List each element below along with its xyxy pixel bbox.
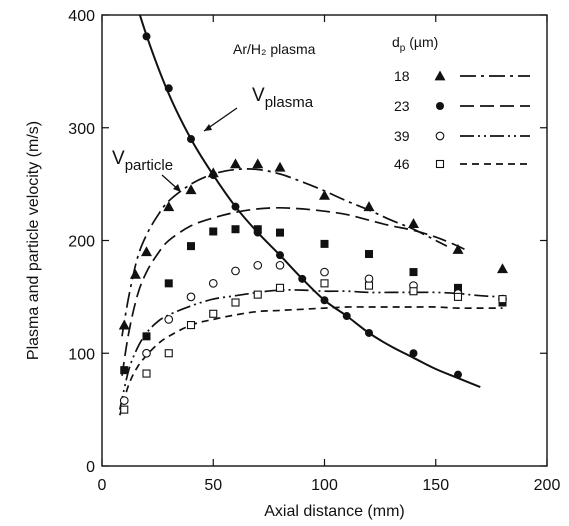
legend-marker-23 [436,102,444,110]
x-tick-label: 50 [204,477,222,494]
legend-marker-46 [435,159,445,169]
series-point-23 [187,242,195,251]
series-point-46 [231,298,240,307]
series-point-39 [208,278,218,288]
series-point-18 [274,161,286,172]
series-point-23 [209,227,218,236]
plasma-annotation: Vplasma [252,85,314,111]
series-point-39 [164,315,174,324]
series-point-46 [409,287,418,296]
annotation-arrows [161,107,238,193]
data-points [118,32,508,414]
legend-label-39: 39 [394,128,410,144]
curves [118,15,503,416]
plasma-point [365,328,373,337]
legend-label-18: 18 [394,68,410,84]
x-tick-label: 0 [98,477,107,494]
series-point-39 [364,274,374,284]
series-point-46 [275,283,285,292]
series-point-18 [185,184,197,195]
series-point-23 [409,268,418,277]
series-point-46 [120,405,129,414]
series-point-39 [231,266,240,276]
series-point-46 [142,369,151,378]
series-point-18 [207,167,219,178]
y-tick-label: 300 [68,121,95,138]
y-tick-label: 100 [68,346,95,363]
series-curve-23 [121,206,470,376]
y-tick-label: 400 [68,8,95,25]
plasma-point [342,312,351,321]
series-point-23 [253,225,262,234]
series-point-18 [118,319,130,330]
series-point-39 [320,267,329,277]
series-point-18 [252,158,264,169]
annotations: Ar/H₂ plasma Vplasma Vparticle dp (µm) [112,34,438,174]
series-point-23 [120,366,129,375]
series-point-23 [320,239,329,248]
series-point-46 [209,309,218,318]
series-point-39 [275,260,285,270]
series-curve-18 [121,168,448,337]
series-point-18 [408,218,419,228]
x-tick-label: 100 [311,477,338,494]
plasma-point [142,32,151,41]
plasma-point [409,349,418,358]
series-point-23 [231,225,240,234]
y-tick-label: 0 [86,459,95,476]
legend-label-23: 23 [394,98,410,114]
series-point-18 [452,244,464,254]
plasma-point [454,370,462,379]
series-point-18 [497,263,508,274]
series-point-23 [365,250,373,259]
y-axis-title: Plasma and particle velocity (m/s) [25,121,42,360]
series-point-46 [186,321,196,330]
plasma-point [298,274,307,283]
legend-label-46: 46 [394,156,410,172]
series-point-39 [186,292,196,302]
series-point-46 [364,281,374,290]
series-point-46 [453,292,463,301]
series-point-39 [253,260,263,270]
series-point-46 [320,279,329,288]
gas-annotation: Ar/H₂ plasma [233,41,316,57]
plasma-point [276,251,284,260]
series-point-23 [454,283,462,292]
series-point-18 [319,189,330,200]
series-point-23 [276,228,284,237]
x-tick-label: 150 [422,477,449,494]
series-point-18 [163,201,175,212]
plasma-arrowhead [204,124,212,131]
legend-marker-39 [435,131,445,141]
series-point-46 [164,349,173,358]
series-point-23 [164,279,173,288]
axes: 0 50 100 150 200 0 100 200 300 400 Axial distance … [25,8,560,520]
x-tick-label: 200 [534,477,561,494]
series-point-39 [119,396,129,405]
y-tick-label: 200 [68,234,95,251]
particle-arrowhead [173,184,181,192]
series-point-23 [142,332,151,341]
plasma-point [231,202,240,211]
plasma-point [320,296,329,305]
series-point-46 [253,290,262,299]
x-axis-title: Axial distance (mm) [264,503,404,520]
series-point-39 [142,348,151,358]
series-point-18 [129,268,141,279]
legend: 18 23 39 46 [394,68,530,172]
series-curve-46 [118,306,503,416]
plasma-point [187,135,195,144]
particle-annotation: Vparticle [112,148,173,174]
series-point-18 [230,158,241,169]
plasma-point [164,84,173,93]
series-point-18 [363,201,375,212]
legend-header: dp (µm) [392,34,438,54]
series-point-18 [141,246,152,257]
legend-marker-18 [434,70,446,81]
series-point-46 [498,295,507,304]
